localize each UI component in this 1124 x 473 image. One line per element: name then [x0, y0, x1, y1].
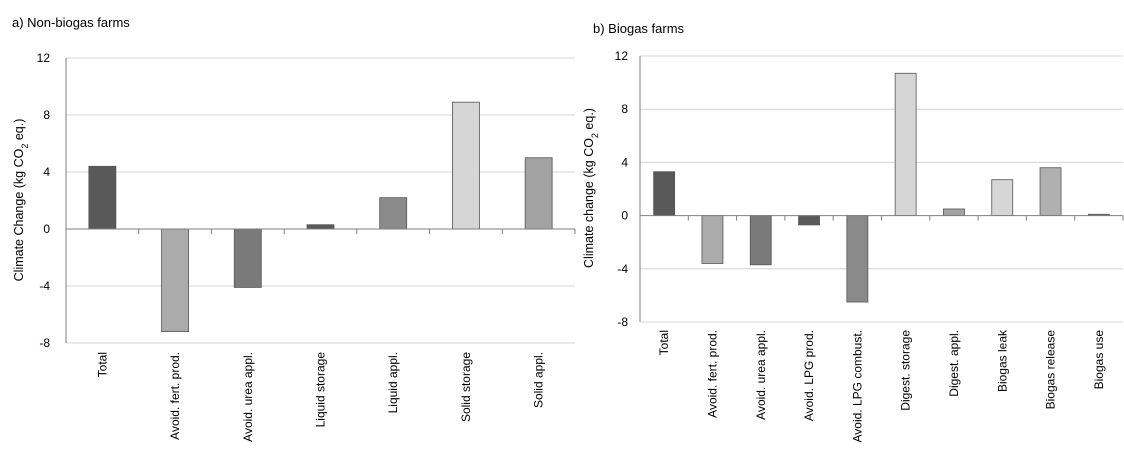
bar	[798, 215, 820, 226]
x-tick-label: Liquid storage	[314, 352, 328, 428]
y-tick-label: 4	[621, 155, 628, 169]
y-axis-label-non-biogas: Climate Change (kg CO2 eq.)	[12, 119, 30, 282]
x-tick-label: Liquid appl.	[386, 352, 400, 413]
x-tick-label: Biogas use	[1092, 330, 1106, 390]
bar	[991, 179, 1014, 217]
bar	[1039, 167, 1062, 217]
x-tick-label: Avoid. LPG prod.	[802, 330, 816, 421]
y-tick-label: -4	[39, 279, 50, 293]
chart-panel-non-biogas: a) Non-biogas farms Climate Change (kg C…	[12, 15, 576, 442]
y-tick-label: 12	[37, 51, 51, 65]
x-tick-label: Solid appl.	[532, 352, 546, 408]
x-tick-label: Total	[95, 352, 109, 377]
y-tick-label: 8	[621, 102, 628, 116]
bar	[653, 171, 676, 217]
y-tick-label: 0	[43, 222, 50, 236]
x-tick-label: Total	[657, 330, 671, 355]
x-tick-label: Avoid. LPG combust.	[850, 330, 864, 443]
bar	[524, 157, 553, 230]
bar	[88, 165, 117, 230]
x-tick-label: Biogas release	[1044, 330, 1058, 410]
bar	[894, 72, 917, 216]
x-tick-label: Solid storage	[459, 352, 473, 422]
bar	[701, 215, 724, 264]
y-tick-label: -8	[617, 315, 628, 329]
x-tick-label: Biogas leak	[995, 329, 1009, 392]
x-tick-label: Avoid. urea appl.	[754, 330, 768, 420]
bar	[452, 101, 480, 230]
bar	[846, 215, 869, 303]
bar	[379, 197, 408, 230]
y-tick-label: 12	[615, 49, 629, 63]
y-tick-label: 4	[43, 165, 50, 179]
y-tick-label: 0	[621, 209, 628, 223]
chart-title-biogas: b) Biogas farms	[593, 21, 685, 36]
x-tick-label: Avoid. fert. prod.	[168, 352, 182, 440]
x-tick-label: Digest. storage	[899, 330, 913, 411]
bar	[749, 215, 772, 266]
y-tick-label: -8	[39, 336, 50, 350]
bar	[161, 228, 189, 332]
x-tick-label: Avoid. urea appl.	[241, 352, 255, 442]
chart-title-non-biogas: a) Non-biogas farms	[12, 15, 130, 30]
bar	[943, 208, 965, 216]
chart-panel-biogas: b) Biogas farms Climate change (kg CO2 e…	[582, 21, 1124, 443]
y-axis-label-biogas: Climate change (kg CO2 eq.)	[582, 108, 600, 268]
bar	[306, 224, 335, 230]
bar	[233, 228, 262, 288]
y-tick-label: 8	[43, 108, 50, 122]
y-tick-label: -4	[617, 262, 628, 276]
x-tick-label: Digest. appl.	[947, 330, 961, 397]
x-tick-label: Avoid. fert. prod.	[705, 330, 719, 418]
